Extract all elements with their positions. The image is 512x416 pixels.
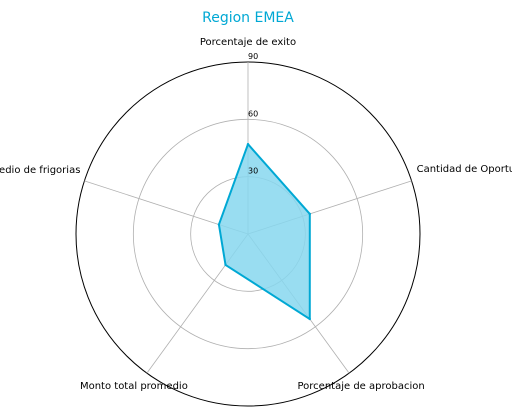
axis-labels: Porcentaje de exito Cantidad de Oportunid… bbox=[0, 37, 512, 392]
axis-label-4: Promedio de frigorias bbox=[0, 165, 80, 176]
series-0-point-2 bbox=[308, 317, 311, 321]
axis-label-0: Porcentaje de exito bbox=[200, 37, 296, 48]
series-0-point-4 bbox=[217, 223, 221, 226]
radar-series bbox=[217, 142, 311, 321]
series-0-point-3 bbox=[224, 263, 227, 267]
radial-ticks: 30 60 90 bbox=[248, 52, 258, 176]
chart-title: Region EMEA bbox=[202, 10, 294, 26]
series-0-polygon bbox=[217, 143, 311, 321]
radial-tick-30: 30 bbox=[248, 167, 258, 176]
axis-label-3: Monto total promedio bbox=[80, 381, 188, 392]
series-0-point-0 bbox=[246, 142, 250, 146]
radial-tick-60: 60 bbox=[248, 109, 258, 118]
axis-label-2: Porcentaje de aprobacion bbox=[297, 381, 424, 392]
series-0-point-1 bbox=[308, 212, 311, 216]
axis-label-1: Cantidad de Oportunidades bbox=[417, 164, 512, 175]
radial-tick-90: 90 bbox=[248, 52, 258, 61]
